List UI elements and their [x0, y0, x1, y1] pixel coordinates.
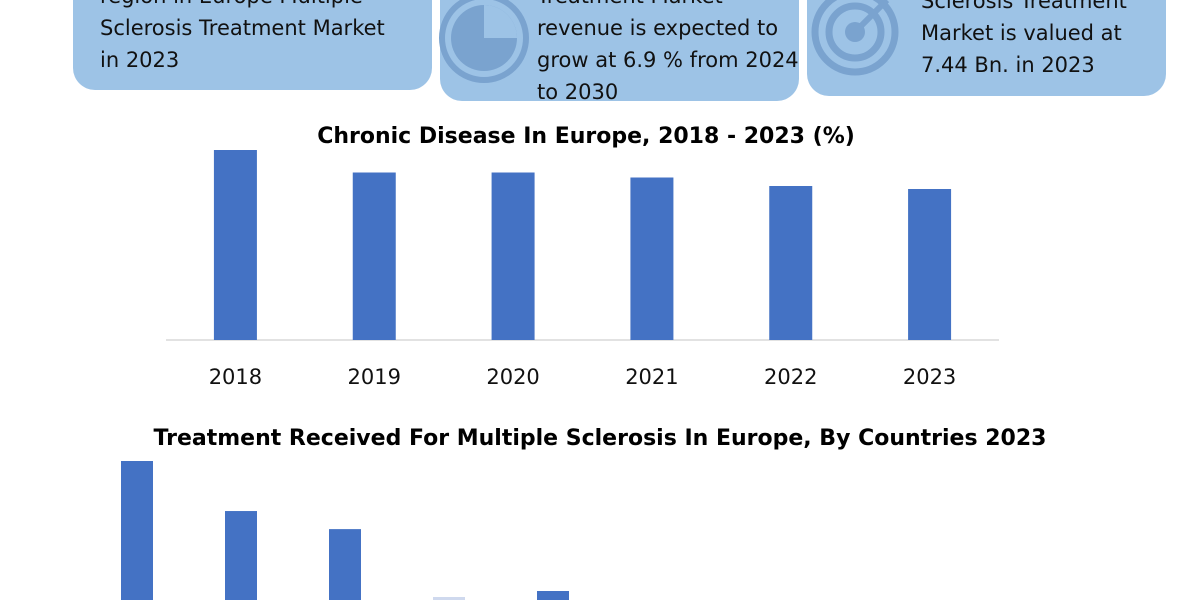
- target-icon: [811, 0, 899, 76]
- chart-2-bar-5: [537, 591, 569, 600]
- chart-1-bar-2021: [630, 177, 674, 340]
- chart-1-tick-label-2023: 2023: [903, 365, 956, 389]
- pie-chart-icon: [439, 0, 529, 83]
- chart-1-bar-2022: [769, 186, 813, 340]
- chart-1-tick-label-2018: 2018: [209, 365, 262, 389]
- chart-1-tick-label-2021: 2021: [625, 365, 678, 389]
- chart-1-title: Chronic Disease In Europe, 2018 - 2023 (…: [317, 124, 855, 149]
- chart-2-bar-2: [225, 511, 257, 600]
- chart-2-bar-3: [329, 529, 361, 600]
- chart-1-bar-2018: [213, 150, 257, 340]
- chart-1-bar-2019: [352, 172, 396, 340]
- info-card-1-text: region in Europe Multiple Sclerosis Trea…: [100, 0, 385, 72]
- info-card-2-text: Treatment Market revenue is expected to …: [537, 0, 799, 104]
- chart-2-bar-1: [121, 461, 153, 600]
- chart-1-bar-2020: [491, 172, 535, 340]
- chart-1-tick-label-2019: 2019: [348, 365, 401, 389]
- chart-2-title: Treatment Received For Multiple Sclerosi…: [153, 426, 1047, 451]
- chart-1-tick-label-2022: 2022: [764, 365, 817, 389]
- info-card-3: Sclerosis Treatment Market is valued at …: [807, 0, 1166, 96]
- chart-2-bar-4: [433, 597, 465, 600]
- info-card-3-text: Sclerosis Treatment Market is valued at …: [921, 0, 1127, 77]
- info-card-2: Treatment Market revenue is expected to …: [439, 0, 799, 104]
- chart-1-tick-label-2020: 2020: [486, 365, 539, 389]
- chart-1-bar-2023: [908, 189, 952, 340]
- info-card-1: region in Europe Multiple Sclerosis Trea…: [73, 0, 432, 90]
